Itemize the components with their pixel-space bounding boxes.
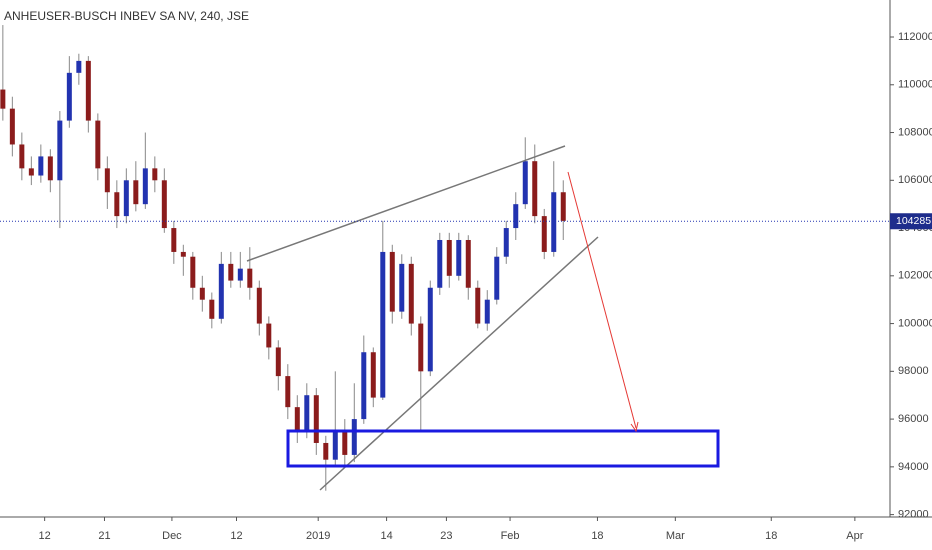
x-tick-label: 21 <box>98 530 110 542</box>
candle-body <box>465 239 471 288</box>
x-tick-label: 12 <box>39 530 51 542</box>
candle-body <box>57 120 63 181</box>
trend-line-upper <box>246 145 566 262</box>
candle-body <box>266 323 272 348</box>
y-tick-label: 106000 <box>898 174 932 186</box>
candle-body <box>503 228 509 257</box>
candle-body <box>332 431 338 460</box>
candle-body <box>19 144 25 169</box>
candle-body <box>389 251 395 312</box>
x-tick-label: 18 <box>591 530 603 542</box>
candle-body <box>323 442 329 460</box>
last-price-label: 104285 <box>896 215 931 227</box>
candle-body <box>427 287 433 372</box>
plot <box>0 25 566 491</box>
y-tick-label: 108000 <box>898 126 932 138</box>
candle-body <box>247 268 253 288</box>
candle-body <box>408 263 414 324</box>
candle-body <box>9 108 15 145</box>
candle-body <box>47 156 53 181</box>
candle-body <box>237 268 243 281</box>
candle-body <box>95 120 101 169</box>
candle-body <box>142 168 148 205</box>
trend-line-lower <box>319 236 599 491</box>
x-tick-label: Apr <box>846 530 863 542</box>
candle-body <box>180 251 186 257</box>
candle-body <box>171 228 177 252</box>
y-tick-label: 102000 <box>898 270 932 282</box>
candle-body <box>152 168 158 181</box>
candle-body <box>560 192 566 221</box>
candle-body <box>313 395 319 443</box>
candle-body <box>541 216 547 252</box>
x-tick-label: 23 <box>440 530 452 542</box>
candle-body <box>114 192 120 217</box>
y-tick-label: 100000 <box>898 317 932 329</box>
x-tick-label: Feb <box>501 530 520 542</box>
candle-body <box>76 60 82 73</box>
candle-body <box>513 204 519 229</box>
candle-body <box>484 299 490 324</box>
candle-body <box>532 161 538 217</box>
candle-body <box>161 180 167 229</box>
candle-body <box>446 239 452 276</box>
candle-body <box>342 431 348 455</box>
projection-arrow <box>567 171 637 429</box>
target-zone <box>286 429 720 468</box>
chart-title: ANHEUSER-BUSCH INBEV SA NV, 240, JSE <box>4 9 249 23</box>
y-tick-label: 98000 <box>898 365 929 377</box>
candle-body <box>209 299 215 319</box>
candle-body <box>494 256 500 300</box>
candle-body <box>522 161 528 205</box>
candle-body <box>199 287 205 300</box>
candle-body <box>38 156 44 176</box>
x-tick-label: Dec <box>162 530 182 542</box>
x-tick-label: 2019 <box>306 530 330 542</box>
candle-body <box>361 352 367 420</box>
candle-body <box>380 251 386 398</box>
candle-body <box>304 395 310 432</box>
candle-body <box>228 263 234 281</box>
y-tick-label: 92000 <box>898 509 929 521</box>
arrow-head <box>630 421 639 433</box>
candle-body <box>294 407 300 432</box>
y-tick-label: 94000 <box>898 461 929 473</box>
candle-body <box>418 323 424 372</box>
candle-body <box>475 287 481 324</box>
candle-body <box>456 239 462 276</box>
y-tick-label: 110000 <box>898 79 932 91</box>
y-tick-label: 112000 <box>898 31 932 43</box>
x-tick-label: 18 <box>765 530 777 542</box>
y-tick-label: 96000 <box>898 413 929 425</box>
candle-body <box>104 168 110 193</box>
x-tick-label: Mar <box>666 530 685 542</box>
candle-body <box>351 419 357 455</box>
x-tick-label: 14 <box>380 530 392 542</box>
candle-body <box>28 168 34 176</box>
candle-body <box>133 180 139 205</box>
candle-body <box>370 352 376 398</box>
candle-body <box>256 287 262 324</box>
candle-body <box>0 89 6 109</box>
candle-body <box>275 347 281 377</box>
candle-body <box>437 239 443 288</box>
candle-body <box>190 256 196 288</box>
last-price-tag <box>890 213 932 230</box>
candle-body <box>551 192 557 252</box>
candle-body <box>285 376 291 408</box>
x-tick-label: 12 <box>230 530 242 542</box>
candle-body <box>218 263 224 319</box>
candle-body <box>66 72 72 121</box>
candle-body <box>85 60 91 121</box>
candle-body <box>123 180 129 217</box>
candle-body <box>399 263 405 312</box>
